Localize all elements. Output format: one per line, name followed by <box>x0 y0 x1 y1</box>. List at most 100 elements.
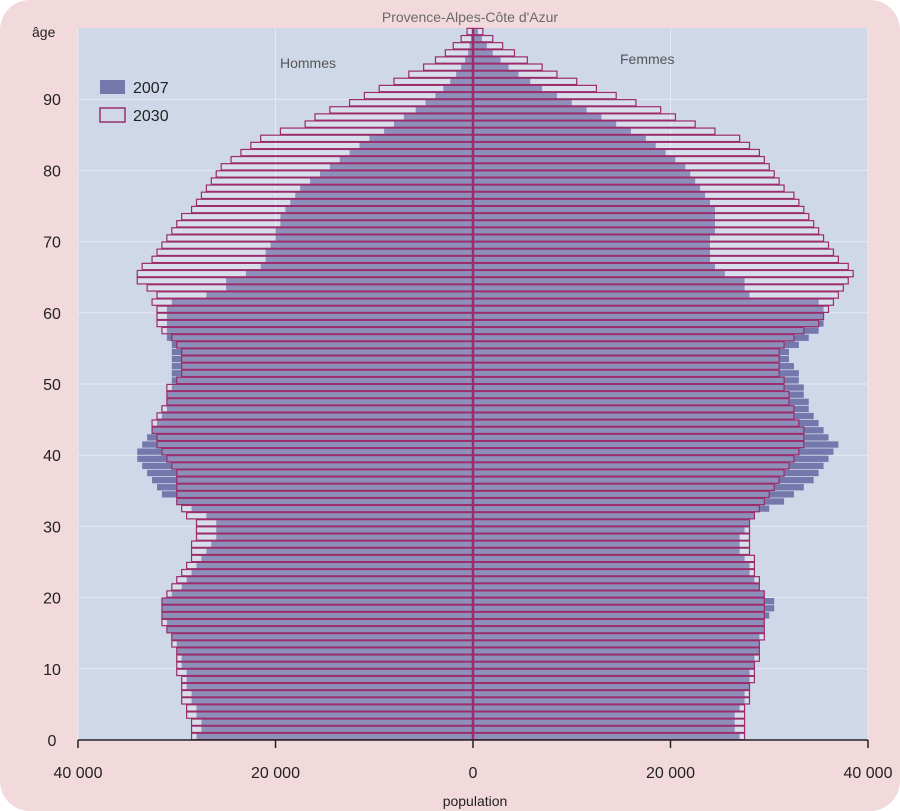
bar-2007-femmes <box>473 327 819 334</box>
bar-2030-femmes <box>472 319 820 328</box>
bar-2007-femmes <box>473 242 710 249</box>
bar-2030-femmes <box>472 718 746 726</box>
bar-2030-hommes <box>166 398 474 406</box>
axes <box>77 28 869 748</box>
bar-2030-hommes <box>181 355 474 363</box>
bar-2030-hommes <box>151 426 474 435</box>
bar-2007-femmes <box>473 85 543 92</box>
bar-2007-hommes <box>142 441 473 448</box>
bar-2030-femmes <box>472 27 484 36</box>
bar-2030-femmes <box>472 640 760 648</box>
bar-2007-hommes <box>201 726 473 733</box>
bar-2030-femmes <box>472 163 770 171</box>
bar-2030-femmes <box>472 120 696 128</box>
bar-2007-hommes <box>270 242 473 249</box>
bar-2030-femmes <box>472 632 765 641</box>
bar-2030-hommes <box>186 711 474 719</box>
bar-2007-femmes <box>473 541 740 548</box>
bar-2007-femmes <box>473 491 794 498</box>
bar-2030-femmes <box>472 362 780 370</box>
bar-2030-hommes <box>329 106 474 114</box>
bar-2030-hommes <box>171 640 474 648</box>
bar-2030-hommes <box>195 519 474 527</box>
bar-2007-femmes <box>473 113 602 121</box>
bar-2030-femmes <box>472 383 785 392</box>
bar-2030-femmes <box>472 141 751 150</box>
bar-2030-femmes <box>472 348 780 356</box>
bar-2030-hommes <box>181 348 474 356</box>
bar-2007-femmes <box>473 135 646 142</box>
bar-2030-hommes <box>161 611 474 620</box>
bar-2007-hommes <box>461 64 473 71</box>
bar-2007-femmes <box>473 363 794 370</box>
bar-2030-hommes <box>195 533 474 541</box>
bar-2007-hommes <box>216 526 473 534</box>
bar-2030-femmes <box>472 155 765 164</box>
bar-2007-hommes <box>176 647 473 655</box>
bar-2030-femmes <box>472 654 760 662</box>
bar-2007-hommes <box>191 697 473 704</box>
bar-2030-femmes <box>472 170 775 178</box>
bar-2030-hommes <box>151 419 474 427</box>
bar-2007-femmes <box>473 512 755 519</box>
bar-2007-femmes <box>473 654 755 662</box>
bar-2030-hommes <box>166 625 474 634</box>
bar-2007-femmes <box>473 640 760 648</box>
legend-swatch-2007 <box>100 80 125 94</box>
bar-2007-hommes <box>290 199 473 206</box>
bar-2007-femmes <box>473 633 760 640</box>
bar-2007-hommes <box>186 676 473 683</box>
bar-2007-hommes <box>161 412 473 420</box>
bar-2030-femmes <box>472 84 598 93</box>
bar-2007-hommes <box>181 662 473 669</box>
bar-2030-femmes <box>472 697 751 705</box>
bar-2007-hommes <box>369 135 473 142</box>
bar-2007-hommes <box>295 192 473 199</box>
bar-2007-femmes <box>473 220 715 227</box>
bar-2030-femmes <box>472 255 839 264</box>
bar-2030-femmes <box>472 91 617 100</box>
bar-2007-hommes <box>468 49 473 57</box>
bar-2030-hommes <box>171 227 474 235</box>
bar-2007-femmes <box>473 412 814 420</box>
bar-2030-femmes <box>472 533 751 541</box>
bar-2030-hommes <box>181 369 474 378</box>
bar-2030-hommes <box>220 163 474 171</box>
bar-2030-hommes <box>161 326 474 335</box>
bar-2030-femmes <box>472 106 662 114</box>
bar-2030-hommes <box>176 476 474 484</box>
bar-2030-femmes <box>472 127 716 136</box>
bar-2030-femmes <box>472 576 760 584</box>
bar-2030-hommes <box>190 718 474 726</box>
bar-2030-femmes <box>472 497 765 506</box>
bar-2030-hommes <box>186 561 474 570</box>
bar-2007-femmes <box>473 92 557 99</box>
bar-2007-femmes <box>473 469 819 477</box>
bar-2030-femmes <box>472 376 785 385</box>
y-axis-label: âge <box>32 24 56 40</box>
x-tick-label: 40 000 <box>54 765 103 782</box>
bar-2030-femmes <box>472 554 756 563</box>
bar-2007-femmes <box>473 185 701 192</box>
bar-2007-femmes <box>473 548 740 555</box>
bar-2007-hommes <box>176 498 473 505</box>
bar-2030-hommes <box>151 255 474 264</box>
bar-2030-femmes <box>472 205 805 214</box>
bar-2030-femmes <box>472 462 790 470</box>
bar-2007-hommes <box>186 669 473 676</box>
bar-2030-hommes <box>230 155 474 164</box>
bar-2030-hommes <box>171 333 474 342</box>
bar-2007-femmes <box>473 420 819 427</box>
bar-2007-femmes <box>473 99 572 106</box>
bar-2030-femmes <box>472 148 760 157</box>
bar-2007-femmes <box>473 263 715 270</box>
y-tick-label: 50 <box>43 377 61 394</box>
bar-2030-hommes <box>190 732 474 741</box>
bar-2007-hommes <box>456 71 473 78</box>
bar-2007-femmes <box>473 612 770 619</box>
bar-2030-femmes <box>472 490 770 499</box>
bar-2030-hommes <box>166 390 474 399</box>
bar-2030-femmes <box>472 732 746 741</box>
bar-2030-femmes <box>472 469 785 477</box>
bar-2007-hommes <box>206 512 473 519</box>
